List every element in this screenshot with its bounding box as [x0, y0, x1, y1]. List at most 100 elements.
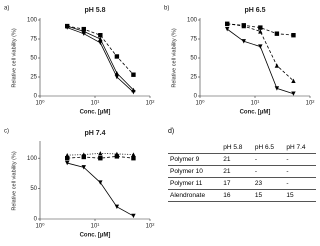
y-tick-label: 100 — [27, 156, 38, 162]
marker — [98, 180, 103, 185]
x-tick-label: 10⁰ — [195, 100, 205, 107]
marker — [274, 86, 280, 91]
marker — [98, 156, 103, 161]
x-tick-label: 10² — [146, 101, 155, 107]
panel-label: a) — [4, 6, 9, 12]
x-tick-label: 10¹ — [91, 101, 100, 107]
y-tick-label: 100 — [27, 18, 38, 24]
table-cell: - — [254, 156, 257, 163]
y-axis-label: Relative cell viability (%) — [11, 151, 17, 210]
table-cell: 23 — [254, 180, 263, 187]
marker — [241, 39, 246, 44]
x-axis-label: Conc. [µM] — [240, 110, 271, 116]
series-line — [67, 155, 134, 159]
marker — [258, 25, 263, 30]
row-label: Alendronate — [170, 192, 206, 199]
y-tick-label: 0 — [34, 217, 38, 223]
y-tick-label: 0 — [194, 94, 198, 100]
table-cell: 21 — [223, 156, 231, 163]
series-line — [67, 162, 134, 217]
marker — [274, 63, 280, 68]
table-header: pH 5.8 pH 6.5 pH 7.4 — [168, 142, 316, 154]
table-cell: 16 — [223, 192, 231, 199]
chart-title: pH 6.5 — [244, 7, 265, 14]
series-line — [227, 23, 294, 36]
marker — [131, 72, 136, 77]
marker — [65, 25, 70, 30]
table-cell: 21 — [223, 168, 231, 175]
marker — [65, 160, 70, 166]
y-tick-label: 50 — [30, 186, 37, 192]
table-row: Polymer 10 21 - - — [168, 166, 316, 178]
table-cell: 15 — [286, 192, 294, 199]
table-cell: - — [286, 156, 289, 163]
chart-title: pH 7.4 — [84, 130, 105, 137]
x-axis-label: Conc. [µM] — [80, 233, 111, 239]
marker — [114, 151, 120, 157]
x-tick-label: 10² — [306, 101, 315, 107]
table-cell: - — [254, 168, 257, 175]
marker — [274, 31, 280, 36]
marker — [131, 152, 136, 157]
marker — [291, 78, 296, 83]
row-label: Polymer 9 — [170, 156, 200, 163]
header-cell — [168, 142, 221, 154]
y-tick-label: 75 — [190, 37, 197, 43]
table-cell: 15 — [254, 192, 263, 199]
panel-label: b) — [164, 6, 169, 12]
marker — [258, 29, 263, 34]
y-tick-label: 0 — [34, 94, 38, 100]
marker — [65, 152, 70, 158]
panel-label: d) — [168, 128, 175, 135]
chart-title: pH 5.8 — [84, 7, 105, 14]
marker — [81, 154, 86, 160]
table-row: Alendronate 16 15 15 — [168, 190, 316, 202]
series-line — [227, 23, 294, 82]
x-tick-label: 10² — [146, 224, 155, 230]
column-header: pH 6.5 — [254, 144, 274, 151]
y-tick-label: 50 — [30, 56, 37, 62]
marker — [131, 213, 136, 219]
marker — [81, 165, 86, 170]
marker — [98, 40, 103, 45]
marker — [225, 21, 230, 26]
x-tick-label: 10¹ — [91, 224, 100, 230]
marker — [131, 156, 136, 161]
y-tick-label: 50 — [190, 56, 197, 62]
marker — [65, 156, 70, 161]
ic50-table: pH 5.8 pH 6.5 pH 7.4 Polymer 9 21- - Polymer … — [168, 142, 316, 202]
y-tick-label: 75 — [30, 37, 37, 43]
marker — [98, 36, 103, 42]
x-tick-label: 10⁰ — [35, 223, 45, 230]
marker — [98, 33, 103, 38]
table-body: Polymer 9 21 - - Polymer 10 21 - - Polymer 11 17 2… — [168, 154, 316, 202]
table-cell: - — [286, 180, 289, 187]
marker — [114, 154, 120, 159]
marker — [291, 33, 296, 38]
marker — [258, 44, 263, 49]
marker — [81, 152, 86, 157]
y-tick-label: 25 — [30, 75, 37, 81]
x-axis-label: Conc. [µM] — [80, 110, 111, 116]
y-tick-label: 25 — [190, 75, 197, 81]
table-row: Polymer 9 21 - - — [168, 154, 316, 166]
column-header: pH 5.8 — [223, 144, 243, 151]
marker — [114, 74, 120, 80]
table-cell: 17 — [223, 180, 231, 187]
marker — [225, 26, 230, 32]
y-tick-label: 100 — [187, 18, 198, 24]
column-header: pH 7.4 — [286, 144, 306, 151]
marker — [131, 90, 136, 95]
y-axis-label: Relative cell viability (%) — [171, 28, 177, 87]
series-line — [67, 25, 134, 75]
marker — [114, 204, 120, 210]
table-cell: - — [286, 168, 289, 175]
table-row: Polymer 11 17 23 - — [168, 178, 316, 190]
marker — [81, 26, 86, 32]
marker — [291, 91, 296, 96]
panel-label: c) — [4, 129, 9, 135]
marker — [98, 151, 103, 156]
y-axis-label: Relative cell viability (%) — [11, 28, 17, 87]
marker — [81, 31, 86, 36]
